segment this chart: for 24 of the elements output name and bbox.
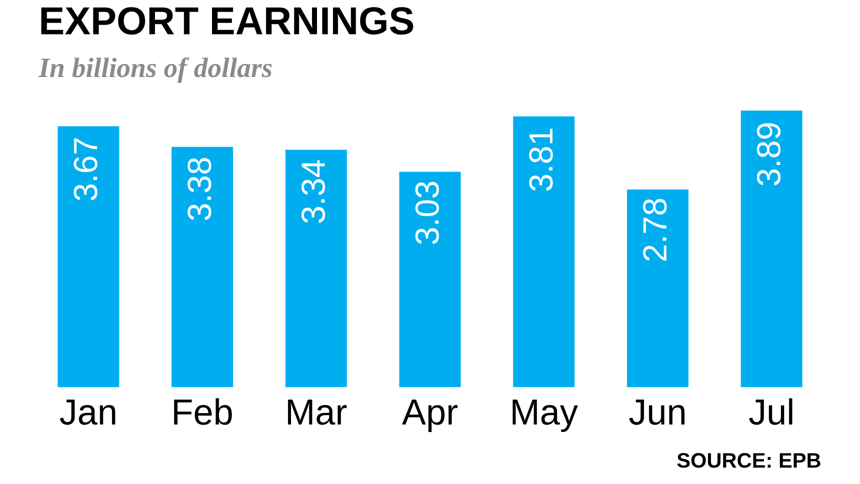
chart-title: EXPORT EARNINGS	[41, 7, 414, 35]
bar	[399, 172, 461, 388]
x-tick-label: Apr	[402, 400, 458, 432]
chart-subtitle: In billions of dollars	[38, 57, 272, 83]
data-label: 3.89	[756, 123, 781, 186]
data-label: 3.67	[74, 138, 98, 200]
x-tick-label: Mar	[288, 400, 347, 425]
bar	[626, 190, 688, 388]
source-note: SOURCE: EPB	[677, 453, 820, 468]
bar	[513, 116, 575, 388]
x-tick-label: Feb	[174, 398, 232, 425]
bar	[285, 150, 347, 388]
data-label: 3.34	[301, 160, 326, 223]
bar	[58, 126, 120, 388]
bar	[740, 110, 802, 388]
x-tick-label: Jul	[749, 398, 792, 425]
bar	[172, 146, 234, 388]
data-label: 3.81	[529, 128, 553, 191]
x-tick-label: May	[512, 400, 578, 432]
data-label: 3.03	[415, 182, 439, 244]
data-label: 2.78	[643, 198, 667, 261]
x-tick-label: Jun	[629, 400, 684, 425]
data-label: 3.38	[188, 158, 212, 220]
x-tick-label: Jan	[60, 400, 116, 425]
